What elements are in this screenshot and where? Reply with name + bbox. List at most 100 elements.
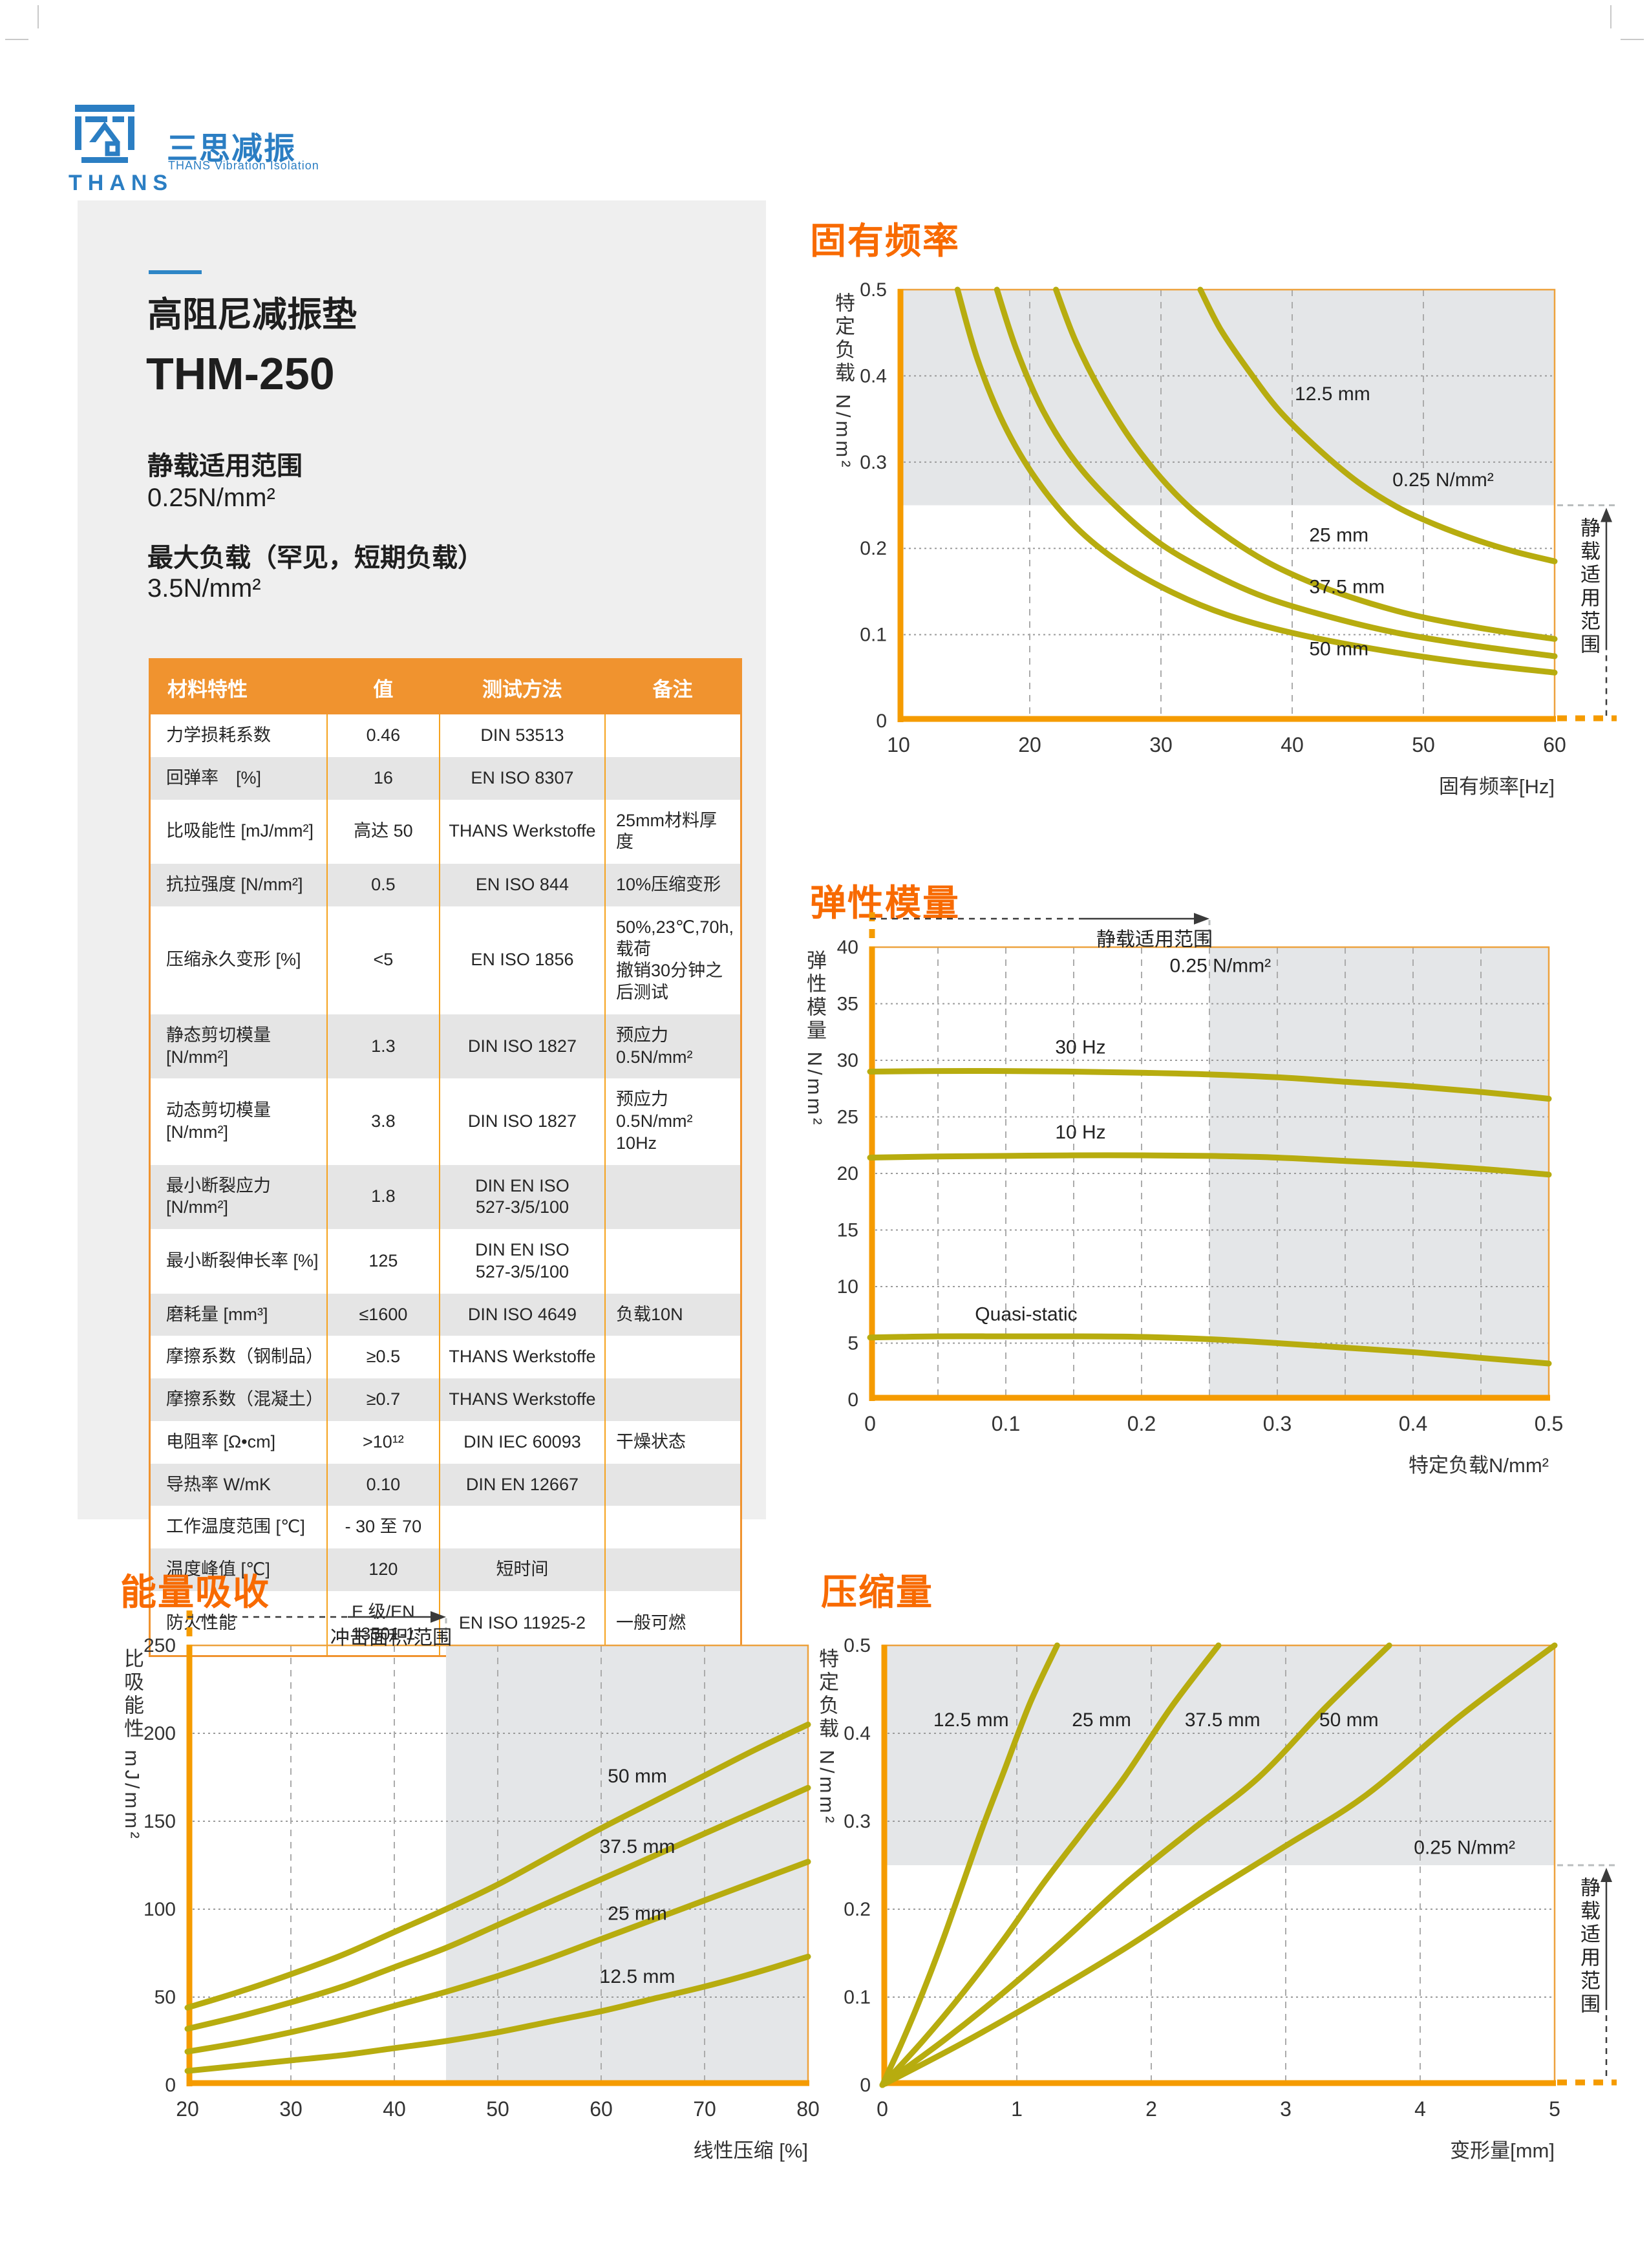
chart-plot-energy-absorption: 0 50 100 150 200 250 20 30 40 50 60 70 80 线性压缩 [%] 50 …: [144, 1610, 820, 2162]
x-tick-label: 2: [1145, 2097, 1157, 2121]
x-tick-label: 5: [1549, 2097, 1560, 2121]
y-tick-label: 25: [837, 1107, 858, 1128]
table-cell: 16: [326, 756, 440, 800]
static-range-label: 静载适用范围: [147, 452, 303, 480]
y-tick-label: 0.1: [844, 1987, 871, 2008]
series-label: 12.5 mm: [600, 1966, 676, 1987]
crop-mark: [37, 5, 39, 28]
table-cell: 高达 50: [326, 799, 440, 864]
series-label: 25 mm: [608, 1903, 667, 1924]
table-row: 电阻率 [Ω•cm] >10¹² DIN IEC 60093 干燥状态: [150, 1420, 741, 1464]
table-cell: 工作温度范围 [℃]: [166, 1517, 305, 1537]
chart-title-natural-frequency: 固有频率: [810, 220, 960, 261]
table-cell: [438, 1506, 606, 1548]
series-label: 30 Hz: [1055, 1037, 1105, 1058]
table-row: 最小断裂伸长率 [%] 125 DIN EN ISO 527-3/5/100: [150, 1229, 741, 1294]
table-cell: DIN 53513: [438, 714, 606, 757]
shaded-region: [882, 1645, 1555, 1865]
series-label: 12.5 mm: [933, 1709, 1009, 1731]
chart-title-elastic-modulus: 弹性模量: [810, 883, 960, 923]
y-tick-label: 0: [876, 711, 887, 732]
y-axis-label: 比吸能性 mJ/mm²: [121, 1648, 144, 1842]
table-row: 导热率 W/mK 0.10 DIN EN 12667: [149, 1463, 741, 1506]
col-header-property: 材料特性: [149, 659, 327, 714]
table-row: 最小断裂应力 [N/mm²] 1.8 DIN EN ISO 527-3/5/100: [149, 1164, 741, 1229]
table-cell: THANS Werkstoffe: [438, 799, 606, 864]
table-cell: 导热率 W/mK: [166, 1474, 271, 1494]
x-tick-label: 1: [1011, 2097, 1023, 2121]
arrowhead-right-icon: [1194, 913, 1209, 925]
table-row: 动态剪切模量 [N/mm²] 3.8 DIN ISO 1827 预应力0.5N/mm²…: [150, 1078, 741, 1165]
series-curve-25-mm: [184, 1859, 811, 2055]
series-label: 37.5 mm: [1185, 1709, 1261, 1731]
table-cell: DIN IEC 60093: [438, 1420, 606, 1464]
table-cell: THANS Werkstoffe: [438, 1378, 606, 1421]
x-tick-label: 60: [1543, 733, 1566, 756]
table-row: 温度峰值 [℃] 120 短时间: [149, 1548, 741, 1591]
material-properties-table: 材料特性 值 测试方法 备注 力学损耗系数 0.46 DIN 53513 回弹率 [%…: [149, 658, 742, 1658]
table-cell: ≥0.5: [326, 1336, 440, 1378]
table-cell: 短时间: [438, 1548, 606, 1591]
table-cell: EN ISO 1856: [438, 906, 606, 1014]
table-cell: 抗拉强度 [N/mm²]: [166, 875, 303, 894]
y-tick-label: 30: [837, 1050, 858, 1071]
x-axis-label: 固有频率[Hz]: [1439, 775, 1555, 798]
x-axis-label: 变形量[mm]: [1450, 2139, 1555, 2162]
y-tick-label: 40: [837, 937, 858, 958]
y-tick-label: 100: [144, 1899, 176, 1920]
y-tick-label: 20: [837, 1163, 858, 1184]
table-cell: 压缩永久变形 [%]: [166, 950, 301, 970]
series-curve-37.5-mm: [994, 286, 1558, 659]
arrowhead-right-icon: [431, 1611, 446, 1623]
y-tick-label: 10: [837, 1276, 858, 1298]
table-cell: [604, 1164, 741, 1229]
table-cell: 摩擦系数（钢制品）: [166, 1347, 323, 1367]
table-row: 抗拉强度 [N/mm²] 0.5 EN ISO 844 10%压缩变形: [149, 864, 741, 906]
shaded-region: [1209, 947, 1549, 1400]
table-cell: 120: [326, 1548, 440, 1591]
table-cell: [604, 1506, 741, 1548]
table-cell: 0.46: [326, 714, 440, 757]
crop-mark: [5, 39, 28, 40]
series-curve-12.5-mm: [1197, 286, 1558, 564]
x-tick-label: 70: [693, 2097, 716, 2121]
series-curve-30-Hz: [867, 1068, 1552, 1102]
x-tick-label: 0.2: [1127, 1412, 1156, 1435]
table-row: 摩擦系数（钢制品） ≥0.5 THANS Werkstoffe: [150, 1336, 741, 1378]
table-cell: 摩擦系数（混凝土）: [166, 1389, 323, 1409]
y-axis-label: 特定负载 N/mm²: [832, 292, 855, 471]
arrowhead-up-icon: [1601, 508, 1612, 522]
table-cell: 负载10N: [604, 1293, 741, 1336]
y-tick-label: 5: [847, 1333, 858, 1354]
x-tick-label: 40: [1281, 733, 1304, 756]
table-cell: 动态剪切模量 [N/mm²]: [166, 1100, 271, 1142]
crop-mark: [1610, 5, 1612, 28]
y-tick-label: 0.4: [860, 365, 887, 387]
x-tick-label: 20: [1018, 733, 1041, 756]
y-axis-label: 弹性模量 N/mm²: [803, 950, 826, 1128]
x-tick-label: 30: [1149, 733, 1173, 756]
x-tick-label: 40: [383, 2097, 406, 2121]
x-axis-label: 特定负载N/mm²: [1409, 1454, 1549, 1477]
logo-cn-text: 三思减振: [167, 132, 297, 166]
x-tick-label: 0: [864, 1412, 876, 1435]
x-tick-label: 50: [1412, 733, 1435, 756]
chart-energy-absorption: 0 50 100 150 200 250 20 30 40 50 60 70 80 线性压缩 [%] 50 …: [90, 1548, 928, 2192]
table-cell: DIN EN ISO 527-3/5/100: [438, 1164, 606, 1229]
table-cell: [604, 1463, 741, 1506]
boundary-label: 0.25 N/mm²: [1414, 1837, 1515, 1858]
chart-plot-natural-frequency: 0 0.1 0.2 0.3 0.4 0.5 10 20 30 40 50 60 固有频率[Hz] 12.5…: [860, 279, 1617, 798]
y-tick-label: 0.5: [844, 1635, 871, 1656]
table-cell: 1.3: [326, 1014, 440, 1079]
y-tick-label: 0.5: [860, 279, 887, 301]
series-label: 10 Hz: [1055, 1122, 1105, 1143]
x-tick-label: 20: [176, 2097, 199, 2121]
table-cell: DIN EN ISO 527-3/5/100: [438, 1229, 606, 1294]
accent-line: [149, 270, 202, 274]
table-row: 回弹率 [%] 16 EN ISO 8307: [149, 756, 741, 800]
table-cell: 125: [326, 1229, 440, 1294]
table-cell: 干燥状态: [604, 1420, 741, 1464]
series-curve-50-mm: [954, 286, 1558, 676]
series-label: 50 mm: [608, 1766, 667, 1787]
col-header-remark: 备注: [605, 659, 741, 714]
